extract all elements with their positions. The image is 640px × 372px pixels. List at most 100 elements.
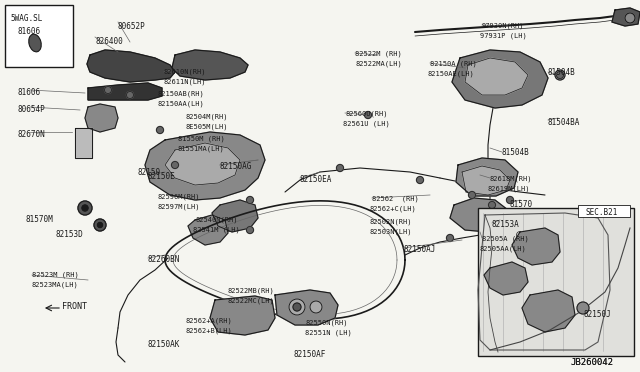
Text: 81504B: 81504B: [502, 148, 530, 157]
Circle shape: [516, 231, 524, 238]
Text: 82670N: 82670N: [18, 130, 45, 139]
Text: 82150AA(LH): 82150AA(LH): [158, 100, 205, 106]
Text: 82505A (RH): 82505A (RH): [482, 235, 529, 241]
Text: 82150J: 82150J: [584, 310, 612, 319]
Text: 81570M: 81570M: [25, 215, 52, 224]
Circle shape: [94, 219, 106, 231]
Text: 82150: 82150: [138, 168, 161, 177]
Text: 82618M(RH): 82618M(RH): [490, 175, 532, 182]
Circle shape: [468, 192, 476, 199]
Text: 5WAG.SL: 5WAG.SL: [10, 14, 42, 23]
Text: 80652P: 80652P: [118, 22, 146, 31]
Text: SEC.B21: SEC.B21: [586, 208, 618, 217]
Text: 82562+A(RH): 82562+A(RH): [186, 318, 233, 324]
Text: 82597M(LH): 82597M(LH): [158, 203, 200, 209]
Text: JB260042: JB260042: [570, 358, 613, 367]
Bar: [578, 205, 630, 217]
Circle shape: [82, 205, 88, 211]
Text: 82523M (RH): 82523M (RH): [32, 272, 79, 279]
Bar: [478, 208, 634, 356]
Text: 82150AJ: 82150AJ: [403, 245, 435, 254]
Text: 82153A: 82153A: [492, 220, 520, 229]
Text: 82562+B(LH): 82562+B(LH): [186, 328, 233, 334]
Circle shape: [246, 196, 253, 203]
Text: 81606: 81606: [18, 88, 41, 97]
Text: 82596M(RH): 82596M(RH): [158, 193, 200, 199]
Text: 82540N(RH): 82540N(RH): [195, 216, 237, 222]
Circle shape: [337, 164, 344, 171]
Circle shape: [246, 227, 253, 234]
Text: 80654P: 80654P: [18, 105, 45, 114]
Circle shape: [293, 303, 301, 311]
Text: 82150AB(RH): 82150AB(RH): [158, 90, 205, 96]
Polygon shape: [522, 290, 575, 332]
Text: 81551MA(LH): 81551MA(LH): [178, 145, 225, 151]
Circle shape: [310, 301, 322, 313]
Text: 82541M (LH): 82541M (LH): [193, 226, 240, 232]
Text: 97931P (LH): 97931P (LH): [480, 32, 527, 38]
Text: 82505AA(LH): 82505AA(LH): [480, 245, 527, 251]
Polygon shape: [165, 143, 240, 185]
Polygon shape: [172, 50, 248, 80]
Circle shape: [127, 92, 134, 99]
Polygon shape: [275, 290, 338, 325]
Text: 8E505M(LH): 8E505M(LH): [185, 123, 227, 129]
Polygon shape: [452, 50, 548, 108]
Circle shape: [172, 161, 179, 169]
Circle shape: [157, 126, 163, 134]
Circle shape: [104, 87, 111, 93]
Text: 82550N(RH): 82550N(RH): [305, 320, 348, 327]
Text: 826400: 826400: [95, 37, 123, 46]
Circle shape: [417, 176, 424, 183]
Circle shape: [447, 234, 454, 241]
Circle shape: [78, 201, 92, 215]
Text: 82522MC(LH): 82522MC(LH): [228, 298, 275, 305]
Polygon shape: [85, 104, 118, 132]
Polygon shape: [456, 158, 518, 196]
Text: 82619M(LH): 82619M(LH): [488, 185, 531, 192]
Text: 82551N (LH): 82551N (LH): [305, 330, 352, 337]
Text: 81606: 81606: [18, 27, 41, 36]
Text: 81504B: 81504B: [548, 68, 576, 77]
Text: 82504M(RH): 82504M(RH): [185, 113, 227, 119]
Polygon shape: [465, 58, 528, 95]
Text: 82150AG: 82150AG: [220, 162, 252, 171]
Text: 82150AE(LH): 82150AE(LH): [428, 70, 475, 77]
Text: 82150EA: 82150EA: [300, 175, 332, 184]
Bar: [5, 5, 73, 67]
Circle shape: [97, 222, 102, 228]
Circle shape: [506, 196, 513, 203]
Polygon shape: [88, 83, 162, 100]
Text: 82503N(LH): 82503N(LH): [370, 228, 413, 234]
Polygon shape: [75, 128, 92, 158]
Text: 82150E: 82150E: [148, 172, 176, 181]
Circle shape: [557, 71, 563, 78]
Circle shape: [488, 202, 495, 208]
Text: 82523MA(LH): 82523MA(LH): [32, 282, 79, 289]
Circle shape: [577, 302, 589, 314]
Polygon shape: [512, 228, 560, 265]
Text: 82610N(RH): 82610N(RH): [164, 68, 207, 74]
Polygon shape: [484, 262, 528, 295]
Polygon shape: [145, 132, 265, 200]
Text: JB260042: JB260042: [570, 358, 613, 367]
Text: 82561U (LH): 82561U (LH): [343, 120, 390, 126]
Text: 82260BN: 82260BN: [148, 255, 180, 264]
Text: FRONT: FRONT: [62, 302, 87, 311]
Text: 82522MA(LH): 82522MA(LH): [355, 60, 402, 67]
Text: 82522MB(RH): 82522MB(RH): [228, 288, 275, 295]
Polygon shape: [188, 215, 228, 245]
Text: 97930N(RH): 97930N(RH): [482, 22, 525, 29]
Text: 82150A (RH): 82150A (RH): [430, 60, 477, 67]
Polygon shape: [210, 296, 275, 335]
Polygon shape: [462, 166, 510, 195]
Ellipse shape: [29, 34, 41, 52]
Text: 82562  (RH): 82562 (RH): [372, 195, 419, 202]
Text: 81550M (RH): 81550M (RH): [178, 135, 225, 141]
Text: 81570: 81570: [510, 200, 533, 209]
Polygon shape: [612, 8, 640, 26]
Text: 82560U(RH): 82560U(RH): [345, 110, 387, 116]
Circle shape: [555, 70, 565, 80]
Polygon shape: [87, 50, 175, 82]
Text: 81504BA: 81504BA: [548, 118, 580, 127]
